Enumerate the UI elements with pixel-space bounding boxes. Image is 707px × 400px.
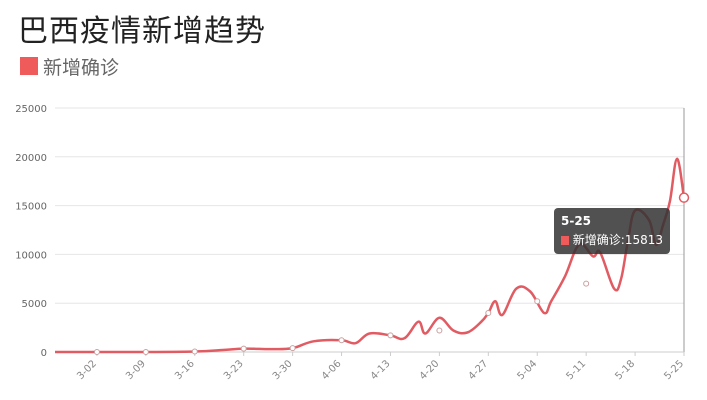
data-point[interactable] <box>93 349 100 355</box>
y-tick-label: 20000 <box>15 153 47 164</box>
data-point[interactable] <box>289 345 296 352</box>
x-tick-label: 4-13 <box>369 358 393 382</box>
x-tick-label: 3-30 <box>271 358 295 382</box>
tooltip: 5-25 新增确诊:15813 <box>554 208 670 254</box>
marker-group[interactable] <box>93 192 690 355</box>
x-tick-label: 3-16 <box>173 358 197 382</box>
y-tick-label: 15000 <box>15 202 47 213</box>
legend[interactable]: 新增确诊 <box>20 54 120 79</box>
series-line <box>54 157 686 354</box>
x-tick-label: 4-27 <box>467 358 491 382</box>
y-tick-label: 0 <box>41 348 47 359</box>
data-point[interactable] <box>191 348 198 355</box>
tooltip-value: 新增确诊:15813 <box>572 233 663 247</box>
x-tick-label: 4-20 <box>418 358 442 382</box>
data-point[interactable] <box>485 309 492 316</box>
x-axis: 3-02 3-09 3-16 3-23 3-30 4-06 4-13 4-20 4-27 5-04… <box>55 351 686 382</box>
y-axis: 0 5000 10000 15000 20000 25000 <box>15 104 47 359</box>
data-point[interactable] <box>436 327 443 334</box>
tooltip-swatch <box>561 236 569 245</box>
data-point[interactable] <box>240 345 247 352</box>
y-tick-label: 5000 <box>22 299 47 310</box>
data-point[interactable] <box>338 337 345 344</box>
x-tick-label: 5-18 <box>613 358 637 382</box>
tooltip-date: 5-25 <box>561 214 592 228</box>
series-group <box>54 157 686 354</box>
legend-label: 新增确诊 <box>43 56 120 79</box>
y-tick-label: 10000 <box>15 250 47 261</box>
data-point[interactable] <box>387 332 394 339</box>
data-point[interactable] <box>142 349 149 355</box>
legend-swatch <box>20 57 38 75</box>
y-tick-label: 25000 <box>15 104 47 115</box>
data-point[interactable] <box>678 192 690 203</box>
data-point[interactable] <box>583 280 590 287</box>
x-tick-label: 5-11 <box>564 358 588 382</box>
x-tick-label: 3-23 <box>222 358 246 382</box>
x-tick-label: 4-06 <box>320 358 344 382</box>
x-tick-label: 3-02 <box>75 358 99 382</box>
x-tick-label: 5-25 <box>662 358 686 382</box>
data-point[interactable] <box>534 298 541 305</box>
x-tick-label: 5-04 <box>516 358 540 382</box>
tooltip-row: 新增确诊:15813 <box>561 232 663 249</box>
x-tick-label: 3-09 <box>124 358 148 382</box>
chart-title: 巴西疫情新增趋势 <box>18 14 266 49</box>
